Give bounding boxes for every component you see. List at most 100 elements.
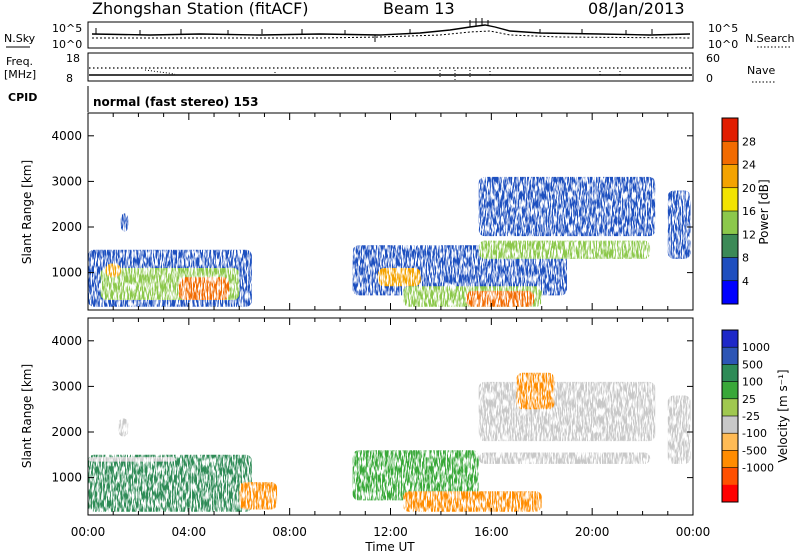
beam-label: Beam 13 xyxy=(383,0,455,18)
colorbar-segment xyxy=(722,347,738,365)
velocity-panel: 1000 2000 3000 4000 Slant Range [km] 1000 50… xyxy=(20,317,790,516)
colorbar-segment xyxy=(722,330,738,348)
freq-right-tick-top: 60 xyxy=(706,52,720,65)
colorbar-tick-label: 28 xyxy=(742,135,756,148)
noise-spikes xyxy=(95,18,653,42)
colorbar-tick-label: -500 xyxy=(742,444,767,457)
x-tick-label: 00:00 xyxy=(676,525,711,539)
colorbar-tick-label: 1000 xyxy=(742,341,770,354)
y-tick-label: 4000 xyxy=(51,334,82,348)
x-tick-label: 20:00 xyxy=(575,525,610,539)
nsky-label: N.Sky xyxy=(4,32,36,45)
colorbar-segment xyxy=(722,257,738,282)
power-colorbar-label: Power [dB] xyxy=(757,179,771,244)
nsearch-trace xyxy=(92,30,691,39)
x-axis-label: Time UT xyxy=(364,540,415,554)
scatter-patch xyxy=(478,381,656,442)
scatter-patch xyxy=(478,176,656,237)
power-colorbar: 4 8 12 16 20 24 28 xyxy=(721,117,756,305)
colorbar-segment xyxy=(722,187,738,212)
scatter-patch xyxy=(352,450,479,501)
noise-left-tick-top: 10^5 xyxy=(52,22,82,35)
scatter-patch xyxy=(478,240,651,259)
colorbar-tick-label: 20 xyxy=(742,182,756,195)
colorbar-segment xyxy=(722,398,738,417)
colorbar-tick-label: 500 xyxy=(742,358,763,371)
nave-label: Nave xyxy=(747,64,775,77)
cpid-label: CPID xyxy=(8,91,37,104)
noise-panel: N.Sky N.Search 10^5 10^0 10^5 10^0 xyxy=(4,18,795,51)
colorbar-segment xyxy=(722,433,738,451)
x-tick-label: 16:00 xyxy=(474,525,509,539)
power-data xyxy=(88,176,691,307)
colorbar-segment xyxy=(722,450,738,469)
colorbar-tick-label: 12 xyxy=(742,228,756,241)
freq-label-line1: Freq. xyxy=(6,55,33,68)
colorbar-segment xyxy=(722,211,738,235)
y-tick-label: 2000 xyxy=(51,220,82,234)
scatter-patch xyxy=(466,290,535,307)
colorbar-tick-label: 25 xyxy=(742,393,756,406)
noise-right-tick-bottom: 10^0 xyxy=(708,38,738,51)
y-tick-label: 3000 xyxy=(51,379,82,393)
nave-dropouts xyxy=(144,69,621,80)
scatter-patch xyxy=(88,457,177,462)
colorbar-tick-label: 24 xyxy=(742,159,756,172)
colorbar-segment xyxy=(722,118,738,142)
velocity-ylabel: Slant Range [km] xyxy=(20,364,34,468)
colorbar-tick-label: -1000 xyxy=(742,462,774,475)
y-tick-label: 1000 xyxy=(51,266,82,280)
freq-left-tick-top: 18 xyxy=(66,52,80,65)
x-tick-label: 08:00 xyxy=(272,525,307,539)
station-title: Zhongshan Station (fitACF) xyxy=(92,0,309,18)
velocity-data xyxy=(88,372,691,512)
velocity-y-axis: 1000 2000 3000 4000 xyxy=(51,334,693,485)
scatter-patch xyxy=(377,268,421,287)
date-label: 08/Jan/2013 xyxy=(588,0,685,18)
freq-right-tick-bottom: 0 xyxy=(706,72,713,85)
freq-label-line2: [MHz] xyxy=(4,68,36,81)
velocity-colorbar-label: Velocity [m s⁻¹] xyxy=(776,369,790,462)
y-tick-label: 1000 xyxy=(51,471,82,485)
power-panel: 1000 2000 3000 4000 Slant Range [km] 4 8 12 16… xyxy=(20,112,771,311)
colorbar-tick-label: 16 xyxy=(742,205,756,218)
power-y-axis: 1000 2000 3000 4000 xyxy=(51,129,693,280)
scatter-patch xyxy=(120,213,129,232)
freq-panel-frame xyxy=(87,52,694,82)
scatter-patch xyxy=(667,395,691,464)
scatter-patch xyxy=(478,452,651,464)
scatter-patch xyxy=(239,482,278,510)
scatter-patch xyxy=(403,491,542,512)
y-tick-label: 4000 xyxy=(51,129,82,143)
power-ylabel: Slant Range [km] xyxy=(20,160,34,264)
x-axis-tick-labels: 00:00 04:00 08:00 12:00 16:00 20:00 00:00 xyxy=(71,525,711,539)
freq-left-tick-bottom: 8 xyxy=(66,72,73,85)
cpid-value: normal (fast stereo) 153 xyxy=(93,95,259,109)
colorbar-tick-label: 8 xyxy=(742,252,749,265)
colorbar-tick-label: -25 xyxy=(742,410,760,423)
colorbar-tick-label: 100 xyxy=(742,376,763,389)
colorbar-segment xyxy=(722,467,738,486)
scatter-patch xyxy=(178,459,230,505)
colorbar-segment xyxy=(722,164,738,189)
velocity-colorbar: 1000 500 100 25 -25 -100 -500 -1000 xyxy=(721,329,774,503)
colorbar-tick-label: 4 xyxy=(742,275,749,288)
freq-panel: Freq. [MHz] Nave 18 8 60 0 xyxy=(4,52,775,85)
nsky-trace xyxy=(91,24,691,36)
y-tick-label: 3000 xyxy=(51,174,82,188)
velocity-x-ticks xyxy=(87,318,694,515)
nsearch-label: N.Search xyxy=(745,32,795,45)
power-x-ticks xyxy=(87,113,694,310)
colorbar-segment xyxy=(722,416,738,434)
colorbar-segment xyxy=(722,484,738,503)
scatter-patch xyxy=(667,190,691,259)
colorbar-segment xyxy=(722,234,738,258)
colorbar-segment xyxy=(722,141,738,165)
colorbar-segment xyxy=(722,381,738,400)
noise-panel-frame xyxy=(87,21,694,49)
noise-left-tick-bottom: 10^0 xyxy=(52,38,82,51)
scatter-patch xyxy=(178,277,230,300)
scatter-patch xyxy=(118,418,129,437)
x-tick-label: 00:00 xyxy=(71,525,106,539)
